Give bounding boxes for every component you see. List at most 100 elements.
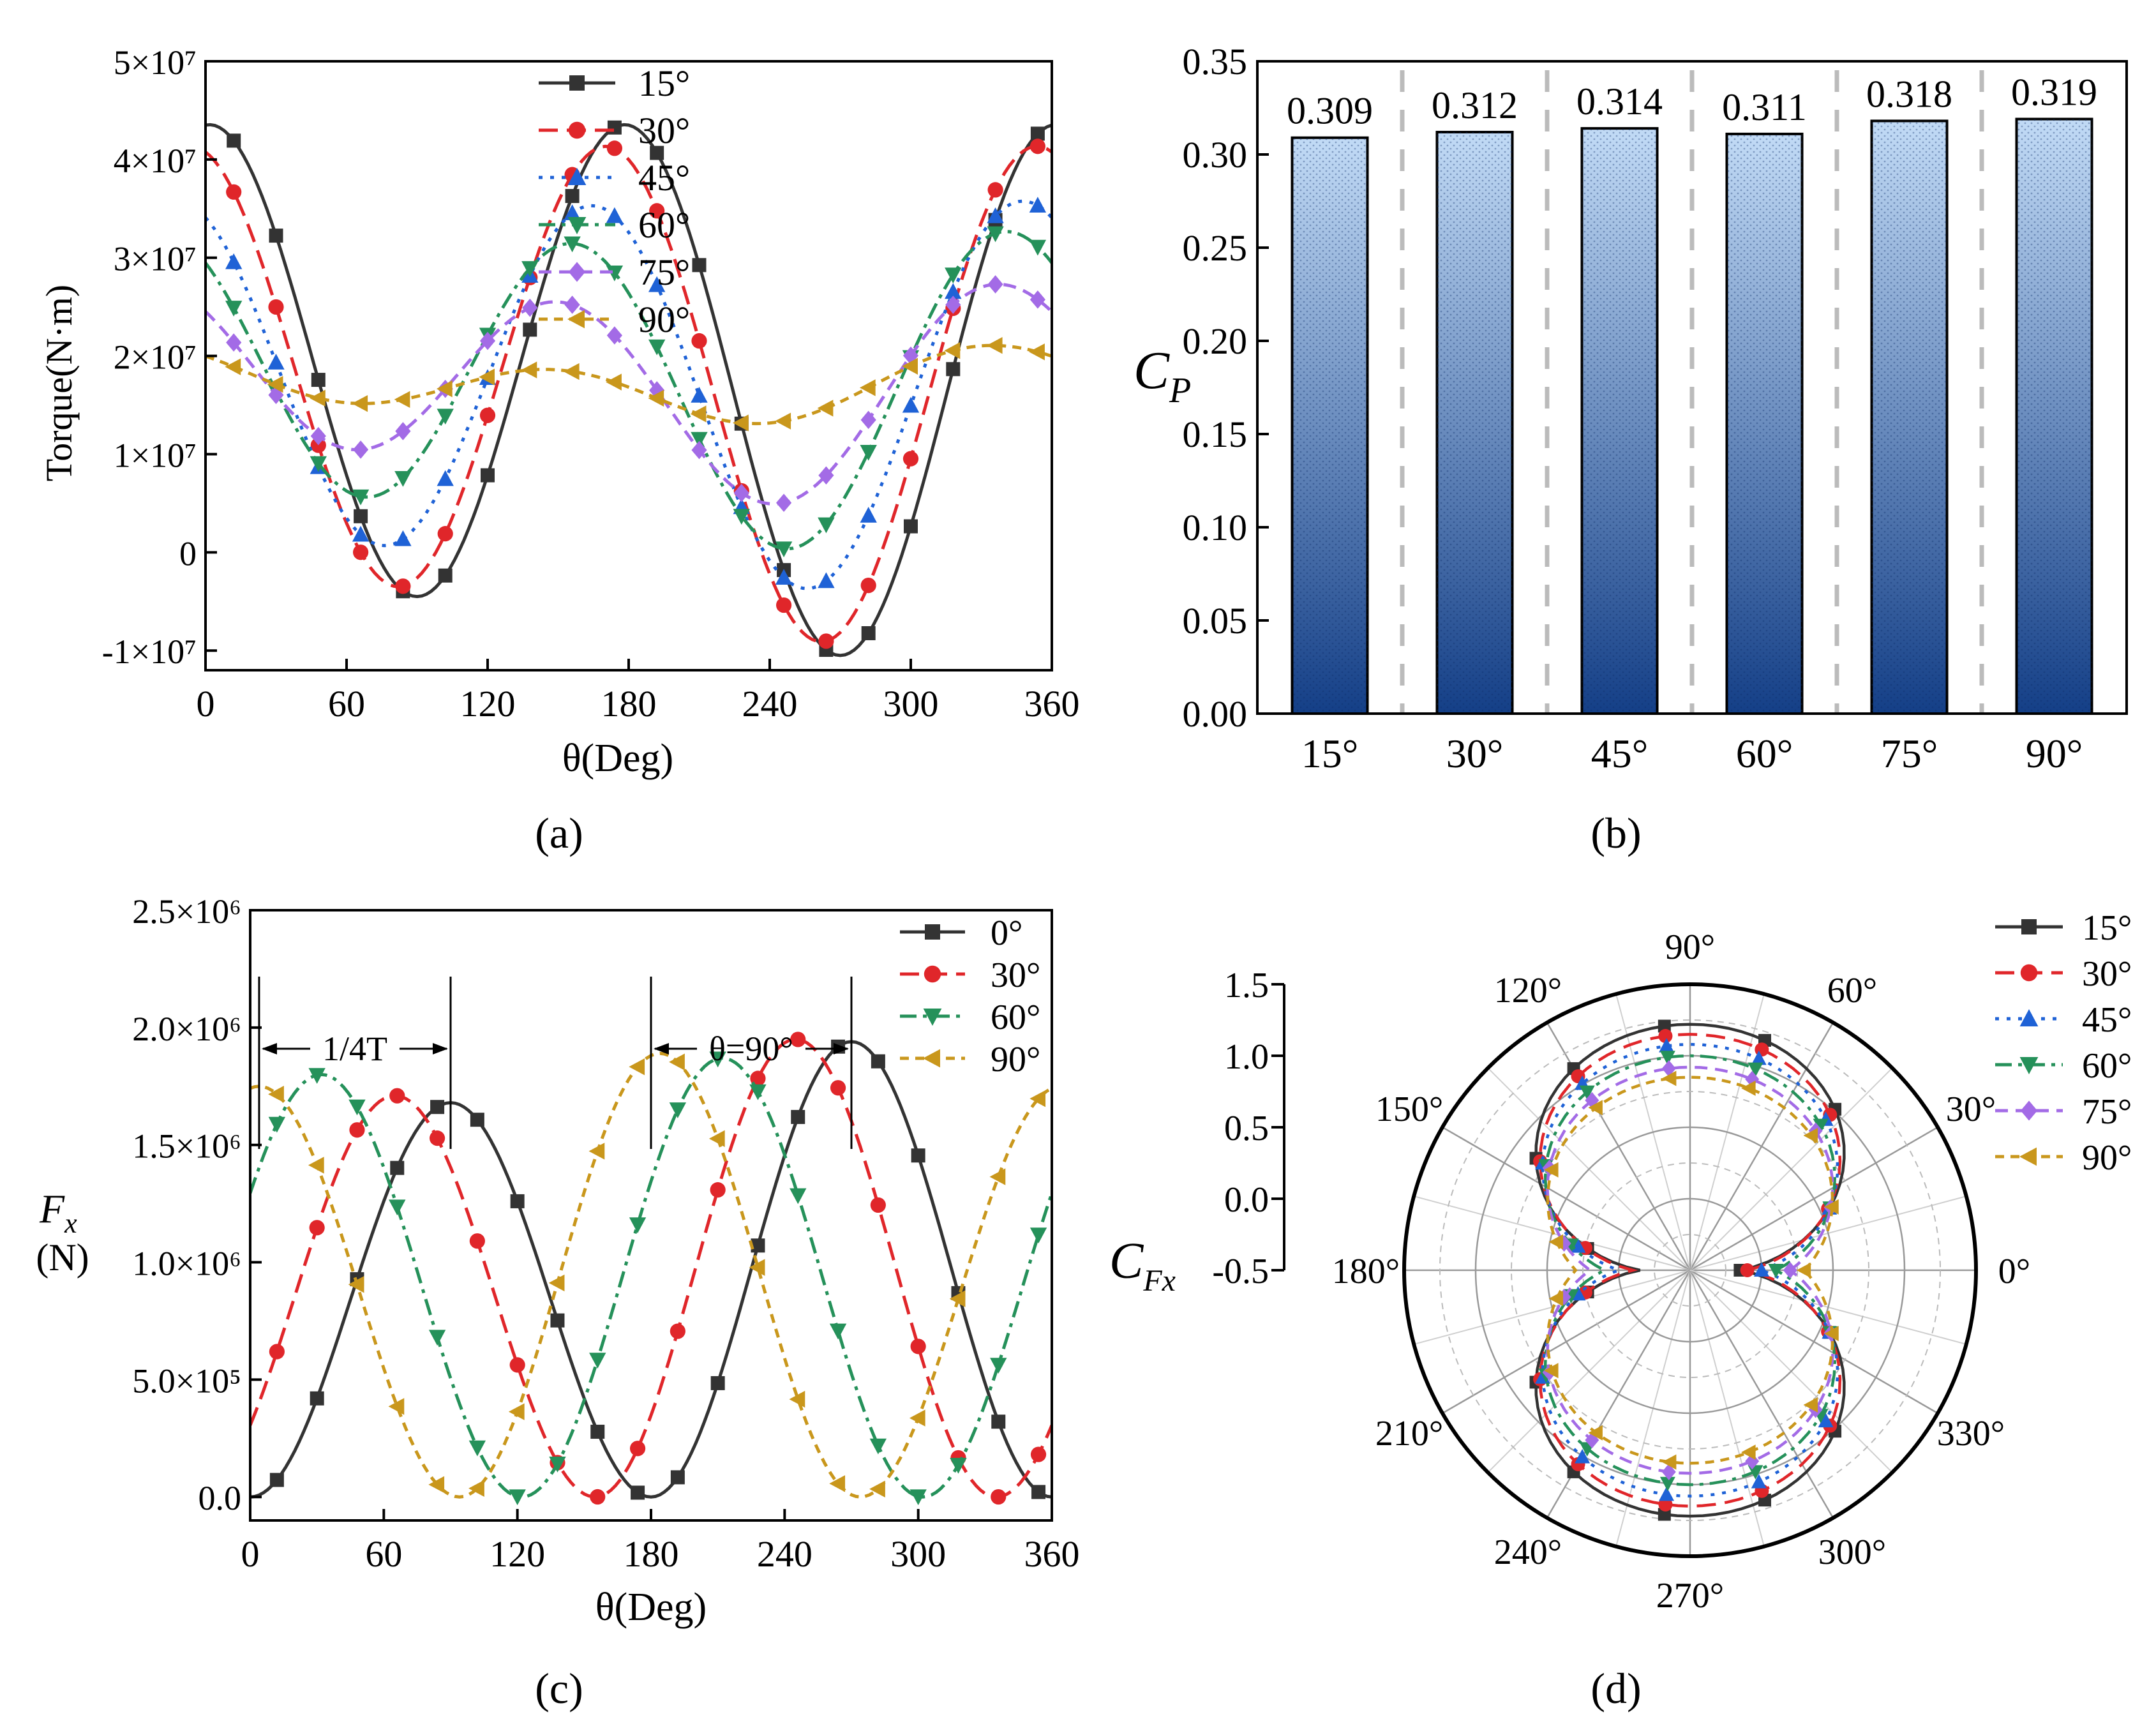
panel-d-ylabel: CFx <box>1109 1233 1176 1298</box>
panel-a-series-1-marker <box>268 299 284 315</box>
panel-d-series-5-marker <box>1796 1263 1811 1278</box>
panel-c-series-2-marker <box>1029 1227 1047 1244</box>
panel-a-legend-marker-1 <box>568 121 586 139</box>
panel-c-ytick-label: 2.5×10⁶ <box>132 892 241 931</box>
panel-a-series-1-marker <box>606 140 623 156</box>
panel-b-value-label: 0.311 <box>1722 86 1807 128</box>
panel-d-polar-chart: -0.5 0.0 0.5 1.0 1.5 0° 30° 60° 90° 120° 150° 180°… <box>1109 908 2132 1713</box>
panel-a-series-4-marker <box>310 426 326 446</box>
panel-c-series-line-2 <box>250 1056 1052 1499</box>
panel-d-series-2-marker <box>1575 1448 1591 1464</box>
panel-a-series-2-marker <box>1029 197 1047 213</box>
panel-a-series-1-marker <box>310 437 326 453</box>
panel-d-series-0-marker <box>1658 1508 1671 1521</box>
panel-a-series-3-marker <box>437 409 454 425</box>
panel-a-series-5-marker <box>859 379 876 396</box>
panel-d-angle-label: 150° <box>1375 1090 1443 1129</box>
panel-a-series-3-marker <box>606 266 624 281</box>
panel-d-angle-label: 60° <box>1827 971 1877 1010</box>
panel-a-series-2-marker <box>902 396 920 413</box>
panel-a-series-5-marker <box>225 358 241 375</box>
panel-d-series-5-marker <box>1824 1326 1839 1342</box>
panel-d-series-1-marker <box>1658 1029 1673 1044</box>
panel-d-series-5-marker <box>1544 1363 1559 1379</box>
panel-c-legend-label: 60° <box>991 998 1040 1037</box>
panel-a-series-0-marker <box>311 373 326 387</box>
panel-d-legend-marker-0 <box>2021 919 2037 934</box>
panel-c-series-2-marker <box>549 1456 566 1473</box>
panel-a-series-2-marker <box>775 569 793 585</box>
panel-c-series-2-marker <box>589 1353 606 1369</box>
panel-c-series-2-marker <box>669 1102 687 1118</box>
panel-c-ytick-label: 1.0×10⁶ <box>132 1245 241 1283</box>
panel-a-series-3-marker <box>1029 239 1047 256</box>
panel-b-category-label: 15° <box>1301 731 1359 776</box>
panel-c-series-0-marker <box>911 1148 925 1163</box>
panel-d-series-4-marker <box>1783 1262 1797 1279</box>
panel-b-category-label: 75° <box>1881 731 1938 776</box>
panel-c-ylabel-unit: (N) <box>36 1236 89 1279</box>
panel-d-series-3-marker <box>1659 1476 1675 1492</box>
panel-a-series-1-marker <box>987 182 1003 198</box>
panel-c-series-2-marker <box>910 1489 927 1506</box>
panel-a-series-5-marker <box>521 361 537 379</box>
panel-a-series-2-marker <box>606 207 624 223</box>
panel-a-series-4-marker <box>564 296 580 314</box>
panel-c-series-3-marker <box>669 1053 685 1070</box>
panel-d-series-line-3 <box>1543 1054 1837 1487</box>
panel-a-legend-label: 15° <box>638 63 690 104</box>
panel-b-bar-texture-5 <box>2016 119 2092 714</box>
panel-c-series-1-marker <box>710 1182 726 1198</box>
panel-a-legend-label: 30° <box>638 110 690 151</box>
panel-c-ylabel-sub: x <box>64 1208 77 1239</box>
panel-c-legend-label: 30° <box>991 956 1040 995</box>
panel-a-series-2-marker <box>437 470 454 486</box>
panel-b-ylabel-main: C <box>1134 341 1170 400</box>
panel-d-series-5-marker <box>1548 1234 1564 1250</box>
panel-c-series-2-marker <box>829 1323 847 1340</box>
panel-a-series-0-marker <box>227 133 241 148</box>
panel-d-series-line-2 <box>1541 1042 1839 1498</box>
panel-c-series-0-marker <box>430 1100 445 1114</box>
panel-d-series-4-marker <box>1661 1060 1676 1077</box>
panel-label-d: (d) <box>1591 1664 1641 1713</box>
panel-a-series-3-marker <box>564 236 581 253</box>
panel-b-bar-texture-1 <box>1437 131 1513 714</box>
panel-c-series-3-marker <box>749 1259 765 1276</box>
panel-d-series-4-marker <box>1661 1463 1676 1480</box>
panel-a-series-5-marker <box>902 357 918 375</box>
panel-a-series-1-marker <box>691 333 707 349</box>
panel-c-series-0-marker <box>631 1485 645 1500</box>
panel-c-series-1-marker <box>870 1197 886 1213</box>
panel-c-series-3-marker <box>588 1143 605 1160</box>
panel-a-series-5-marker <box>479 368 495 386</box>
panel-c-series-0-marker <box>670 1470 685 1485</box>
panel-a-series-5-marker <box>394 391 410 409</box>
panel-a-xtick-label: 240 <box>742 683 798 724</box>
panel-b-bar-texture-0 <box>1292 137 1368 714</box>
panel-a-series-4-marker <box>691 440 707 460</box>
panel-c-series-1-marker <box>830 1080 846 1096</box>
panel-c-series-0-marker <box>269 1473 284 1487</box>
panel-d-series-1-marker <box>1658 1497 1673 1512</box>
panel-a-series-0-marker <box>269 229 283 243</box>
panel-c-ytick-label: 5.0×10⁵ <box>132 1362 241 1400</box>
panel-c-legend-label: 90° <box>991 1040 1040 1079</box>
panel-c-series-2-marker <box>629 1217 647 1234</box>
panel-c-series-1-marker <box>509 1357 525 1373</box>
panel-a-series-4-marker <box>268 386 284 405</box>
panel-d-rtick-label: 0.0 <box>1224 1180 1269 1220</box>
panel-a-series-5-marker <box>944 342 961 359</box>
panel-c-legend-label: 0° <box>991 913 1022 953</box>
panel-d-series-2-marker <box>1818 1413 1834 1428</box>
panel-a-series-1-marker <box>649 203 665 219</box>
panel-a-series-1-marker <box>860 578 876 594</box>
panel-a-series-5-marker <box>563 363 580 380</box>
panel-a-series-4-marker <box>226 333 242 352</box>
panel-c-series-0-marker <box>510 1194 525 1208</box>
panel-a-series-4-marker <box>987 275 1003 294</box>
panel-a-legend-marker-4 <box>568 262 586 282</box>
panel-a-series-2-marker <box>818 572 835 589</box>
panel-a-series-5-marker <box>352 394 368 412</box>
